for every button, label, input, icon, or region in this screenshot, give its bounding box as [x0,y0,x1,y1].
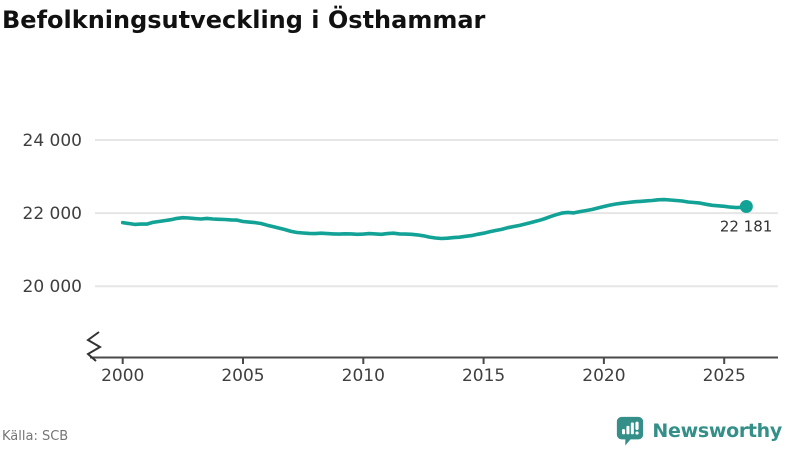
x-tick-label: 2025 [703,366,746,386]
x-tick-label: 2015 [462,366,505,386]
latest-point-marker [739,199,753,213]
speech-bubble-shape [617,416,644,446]
exclamation-dot [635,431,639,435]
exclamation-bar [635,421,639,431]
y-tick-label: 24 000 [23,131,82,151]
newsworthy-logo[interactable]: Newsworthy [615,415,782,446]
bar-small [622,429,626,435]
x-tick-label: 2010 [342,366,385,386]
population-line [120,197,749,241]
axis-break-icon [86,331,102,362]
newsworthy-wordmark: Newsworthy [652,419,782,442]
y-tick-label: 20 000 [23,277,82,297]
bar-medium [626,425,630,435]
source-note: Källa: SCB [2,429,69,444]
x-tick-label: 2020 [582,366,625,386]
y-tick-label: 22 000 [23,204,82,224]
x-tick-label: 2005 [221,366,264,386]
chart-title: Befolkningsutveckling i Östhammar [2,6,486,34]
latest-value-label: 22 181 [720,217,773,235]
bar-large [631,422,635,435]
newsworthy-bubble-chart-icon [617,416,644,446]
x-tick-label: 2000 [101,366,144,386]
